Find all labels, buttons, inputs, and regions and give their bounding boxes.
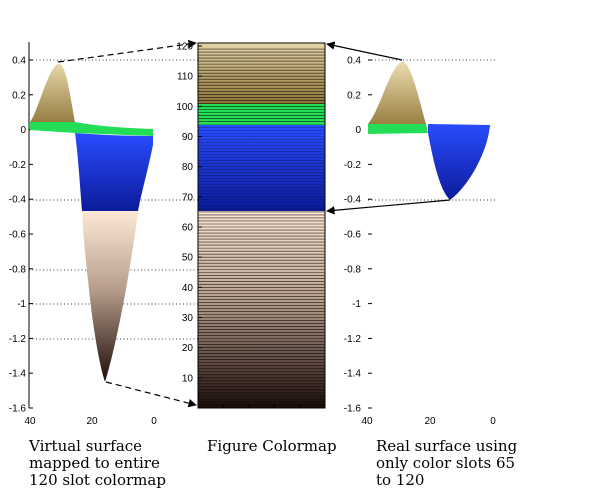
left-caption: Virtual surface mapped to entire 120 slo…	[29, 437, 166, 489]
colorbar-slot-lines	[198, 48, 325, 406]
right-ytick-label: 0.4	[347, 56, 361, 67]
right-gridlines	[368, 59, 495, 201]
left-ytick-label: -1.6	[9, 404, 27, 415]
connector-lines	[57, 39, 451, 408]
colorbar-tan-block	[198, 211, 325, 408]
left-gold-hump	[30, 63, 75, 131]
right-ytick-label: -0.8	[344, 264, 362, 275]
middle-caption: Figure Colormap	[207, 437, 337, 455]
right-ytick-label: -1.4	[344, 369, 362, 380]
right-y-ticks: 0.4 0.2 0 -0.2 -0.4 -0.6 -0.8 -1 -1.2 -1.4 -1.6	[344, 56, 372, 415]
right-ytick-label: -1.6	[344, 404, 362, 415]
right-surface-panel: 0.4 0.2 0 -0.2 -0.4 -0.6 -0.8 -1 -1.2 -1.4 -1.6 40…	[344, 56, 496, 428]
colorbar-ytick-label: 80	[182, 162, 194, 173]
colorbar-green-block	[198, 104, 325, 125]
left-ytick-label: 0.4	[12, 56, 26, 67]
left-ytick-label: -0.4	[9, 195, 27, 206]
left-bottom-dashed-connector	[105, 381, 197, 408]
colorbar-ytick-label: 10	[182, 373, 194, 384]
left-ytick-label: -0.2	[9, 160, 27, 171]
right-gold-hump	[368, 61, 426, 130]
left-ytick-label: 0	[20, 125, 26, 136]
right-ytick-label: -1	[352, 299, 361, 310]
colorbar-gold-block	[198, 43, 325, 104]
left-xtick-label: 20	[86, 416, 98, 427]
colormap-bar: 120 110 100 90 80 70 60 50 40 30 20 10	[176, 42, 326, 409]
right-bottom-arrow	[326, 199, 451, 215]
left-xtick-label: 40	[24, 416, 36, 427]
colorbar-ytick-label: 90	[182, 132, 194, 143]
colorbar-ytick-label: 60	[182, 223, 194, 234]
colorbar-ytick-label: 110	[177, 72, 193, 83]
left-blue-section	[75, 133, 153, 211]
right-xtick-label: 40	[361, 416, 373, 427]
left-tan-section	[82, 211, 138, 382]
right-ytick-label: -1.2	[344, 334, 362, 345]
left-y-ticks: 0.4 0.2 0 -0.2 -0.4 -0.6 -0.8 -1 -1.2 -1.4 -1.6	[9, 56, 33, 415]
left-ytick-label: -1	[17, 299, 26, 310]
colorbar-ytick-label: 40	[182, 283, 194, 294]
colorbar-blue-block	[198, 125, 325, 211]
right-caption: Real surface using only color slots 65 t…	[376, 437, 518, 489]
colorbar-ytick-label: 20	[182, 343, 194, 354]
right-ytick-label: -0.4	[344, 195, 362, 206]
colorbar-ytick-label: 120	[176, 42, 193, 53]
right-x-ticks: 40 20 0	[361, 416, 496, 427]
colorbar-y-ticks: 120 110 100 90 80 70 60 50 40 30 20 10	[176, 42, 202, 384]
left-x-ticks: 40 20 0	[24, 416, 157, 427]
right-ytick-label: 0.2	[347, 90, 361, 101]
left-top-dashed-connector	[57, 39, 197, 63]
left-ytick-label: -0.8	[9, 264, 27, 275]
colorbar-ytick-label: 50	[182, 253, 194, 264]
left-surface-panel: 0.4 0.2 0 -0.2 -0.4 -0.6 -0.8 -1 -1.2 -1.4 -1.6 40…	[9, 42, 198, 427]
right-ytick-label: -0.2	[344, 160, 362, 171]
right-xtick-label: 20	[424, 416, 436, 427]
right-blue-section	[428, 124, 490, 200]
left-green-band	[30, 122, 153, 136]
colorbar-x-ticks	[197, 404, 326, 408]
right-ytick-label: -0.6	[344, 230, 362, 241]
left-xtick-label: 0	[151, 416, 157, 427]
left-ytick-label: 0.2	[12, 90, 26, 101]
right-ytick-label: 0	[355, 125, 361, 136]
colorbar-ytick-label: 30	[182, 313, 194, 324]
right-green-band	[368, 124, 428, 134]
left-ytick-label: -0.6	[9, 230, 27, 241]
colorbar-ytick-label: 70	[182, 192, 194, 203]
colorbar-ytick-label: 100	[176, 102, 193, 113]
colorbar-frame	[197, 42, 326, 409]
left-ytick-label: -1.2	[9, 334, 27, 345]
right-top-arrow	[326, 41, 403, 61]
right-xtick-label: 0	[490, 416, 496, 427]
left-ytick-label: -1.4	[9, 369, 27, 380]
